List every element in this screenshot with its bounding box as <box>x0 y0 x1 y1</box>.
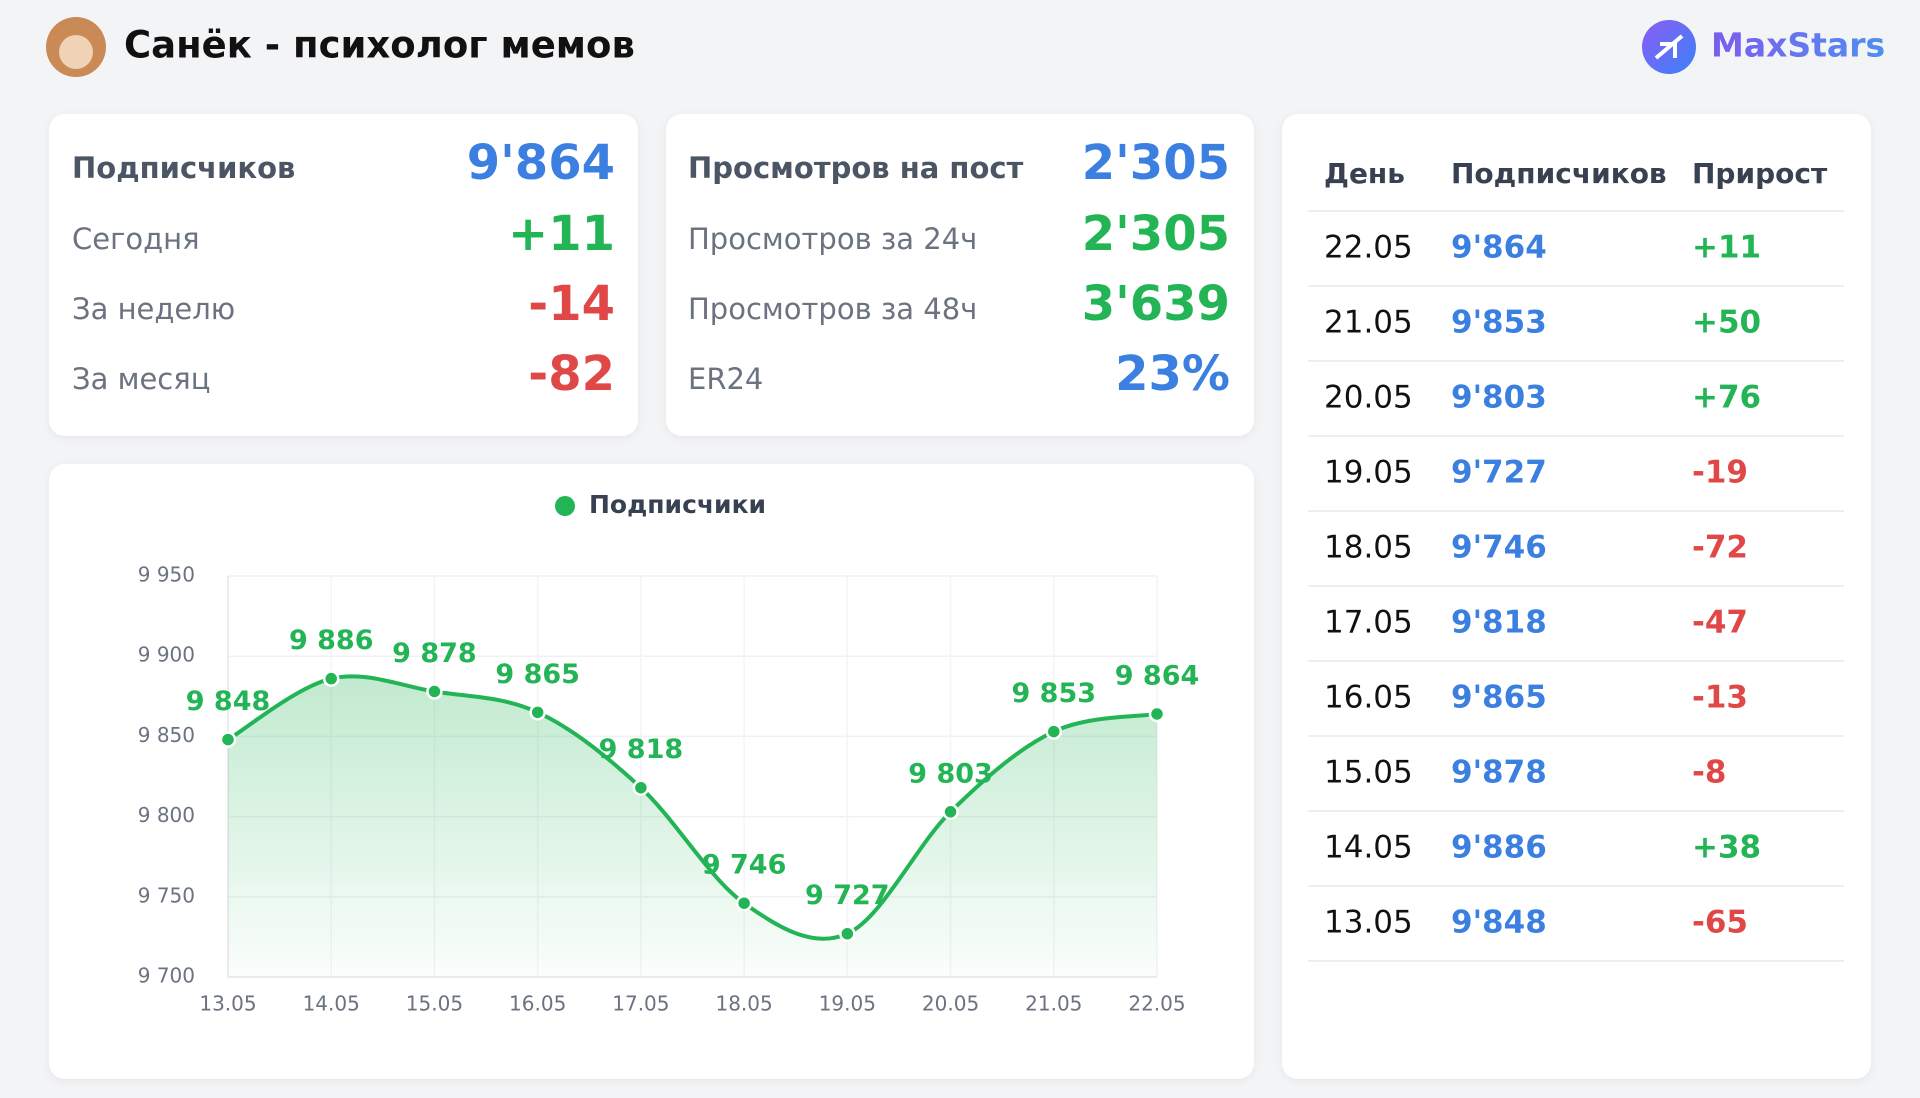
table-subscribers: 9'803 <box>1451 380 1547 416</box>
stat-value: 2'305 <box>1082 206 1230 262</box>
table-day: 20.05 <box>1324 380 1413 416</box>
stat-label: Просмотров на пост <box>688 151 1024 185</box>
value-label: 9 865 <box>495 659 580 690</box>
card <box>49 114 638 436</box>
table-subscribers: 9'818 <box>1451 605 1547 641</box>
stat-value: 3'639 <box>1082 276 1230 332</box>
x-tick-label: 15.05 <box>406 992 463 1016</box>
table-day: 14.05 <box>1324 830 1413 866</box>
value-label: 9 746 <box>702 850 787 881</box>
stat-label: Просмотров за 48ч <box>688 292 977 326</box>
point <box>632 779 650 796</box>
brand-name: MaxStars <box>1711 26 1885 65</box>
x-tick-label: 13.05 <box>199 992 256 1016</box>
stat-label: Подписчиков <box>72 151 295 185</box>
brand-logo-icon <box>1654 34 1684 60</box>
table-growth: -13 <box>1692 680 1748 716</box>
x-tick-label: 14.05 <box>303 992 360 1016</box>
avatar-face <box>59 35 93 69</box>
stat-label: ER24 <box>688 362 763 396</box>
point <box>426 683 443 700</box>
stat-label: Просмотров за 24ч <box>688 222 977 256</box>
table-growth: -47 <box>1692 605 1748 641</box>
value-label: 9 878 <box>392 638 477 669</box>
x-tick-label: 17.05 <box>612 992 669 1016</box>
stat-label: За неделю <box>72 292 235 326</box>
table-growth: +50 <box>1692 305 1761 341</box>
y-tick-label: 9 700 <box>138 964 195 988</box>
table-subscribers: 9'853 <box>1451 305 1547 341</box>
y-tick-label: 9 800 <box>138 803 195 827</box>
point <box>1045 723 1063 740</box>
point <box>322 670 340 687</box>
y-tick-label: 9 950 <box>138 563 195 587</box>
x-tick-label: 22.05 <box>1128 992 1185 1016</box>
x-tick-label: 18.05 <box>715 992 772 1016</box>
x-tick-label: 16.05 <box>509 992 566 1016</box>
stat-value: +11 <box>508 206 615 262</box>
y-tick-label: 9 900 <box>138 643 195 667</box>
table-subscribers: 9'865 <box>1451 680 1547 716</box>
line <box>226 674 1158 941</box>
table-card <box>1282 114 1871 1079</box>
table-subscribers: 9'746 <box>1451 530 1547 566</box>
point <box>529 704 546 721</box>
table-day: 22.05 <box>1324 230 1413 266</box>
table-subscribers: 9'727 <box>1451 455 1547 491</box>
table-day: 13.05 <box>1324 905 1413 941</box>
x-tick-label: 21.05 <box>1025 992 1082 1016</box>
table-growth: +11 <box>1692 230 1761 266</box>
point <box>839 925 856 942</box>
table-growth: -19 <box>1692 455 1748 491</box>
stat-value: 2'305 <box>1082 135 1230 191</box>
stat-value: -82 <box>528 346 615 402</box>
channel-title: Санёк - психолог мемов <box>124 24 635 67</box>
table-day: 21.05 <box>1324 305 1413 341</box>
point <box>942 803 959 821</box>
legend-marker <box>555 496 575 516</box>
table-subscribers: 9'848 <box>1451 905 1547 941</box>
table-growth: +76 <box>1692 380 1761 416</box>
stat-label: Сегодня <box>72 222 200 256</box>
x-tick-label: 19.05 <box>819 992 876 1016</box>
table-growth: -8 <box>1692 755 1726 791</box>
value-label: 9 848 <box>186 686 271 717</box>
y-tick-label: 9 750 <box>138 883 195 907</box>
table-day: 18.05 <box>1324 530 1413 566</box>
table-header: День <box>1324 157 1405 190</box>
stat-value: -14 <box>528 276 615 332</box>
table-header: Подписчиков <box>1451 157 1667 190</box>
point <box>735 894 753 912</box>
table-day: 15.05 <box>1324 755 1413 791</box>
table-subscribers: 9'864 <box>1451 230 1547 266</box>
card <box>666 114 1254 436</box>
value-label: 9 727 <box>805 880 890 911</box>
stat-value: 23% <box>1115 346 1230 402</box>
y-tick-label: 9 850 <box>138 723 195 747</box>
value-label: 9 853 <box>1012 678 1097 709</box>
table-growth: -65 <box>1692 905 1748 941</box>
value-label: 9 886 <box>289 625 374 656</box>
value-label: 9 818 <box>599 734 684 765</box>
point <box>219 731 237 748</box>
stat-value: 9'864 <box>467 135 615 191</box>
stat-label: За месяц <box>72 362 210 396</box>
value-label: 9 803 <box>908 758 993 789</box>
table-header: Прирост <box>1692 157 1828 190</box>
table-day: 19.05 <box>1324 455 1413 491</box>
table-subscribers: 9'886 <box>1451 830 1547 866</box>
table-day: 16.05 <box>1324 680 1413 716</box>
table-subscribers: 9'878 <box>1451 755 1547 791</box>
value-label: 9 864 <box>1115 660 1200 691</box>
table-day: 17.05 <box>1324 605 1413 641</box>
point <box>1148 705 1166 723</box>
table-growth: +38 <box>1692 830 1761 866</box>
table-growth: -72 <box>1692 530 1748 566</box>
area <box>228 676 1157 977</box>
legend-label: Подписчики <box>589 490 766 519</box>
x-tick-label: 20.05 <box>922 992 979 1016</box>
